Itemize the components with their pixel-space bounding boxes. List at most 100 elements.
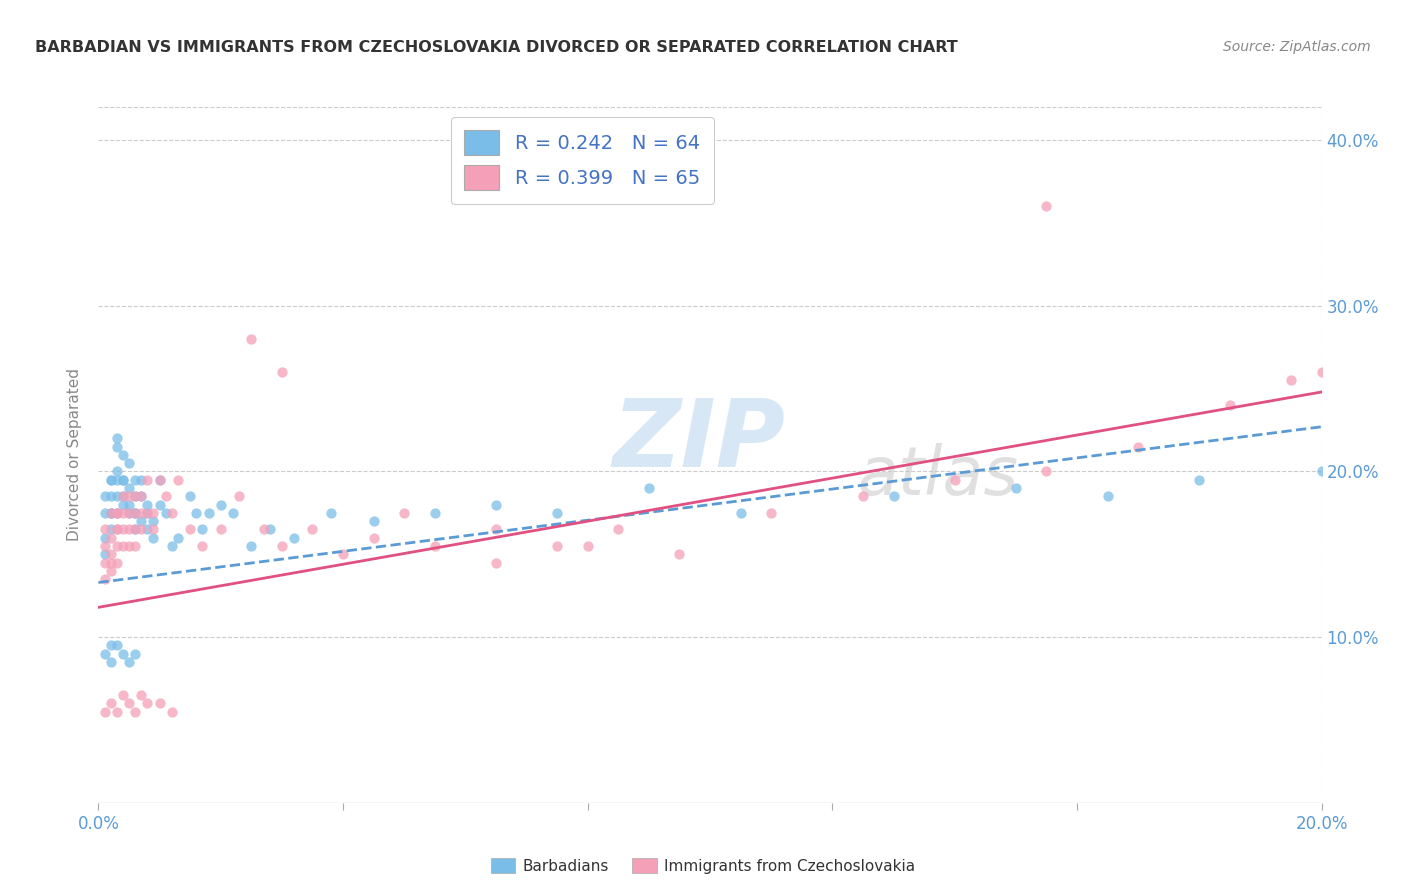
Point	[142, 523, 165, 537]
Point	[142, 514, 165, 528]
Point	[546, 539, 568, 553]
Point	[105, 440, 128, 454]
Point	[118, 489, 141, 503]
Point	[136, 697, 159, 711]
Point	[222, 506, 245, 520]
Point	[124, 506, 146, 520]
Point	[105, 639, 128, 653]
Point	[100, 564, 122, 578]
Point	[160, 506, 183, 520]
Point	[1310, 465, 1333, 479]
Point	[111, 448, 134, 462]
Point	[111, 688, 134, 702]
Point	[129, 523, 152, 537]
Point	[1035, 199, 1057, 213]
Point	[124, 705, 146, 719]
Point	[124, 539, 146, 553]
Point	[129, 489, 152, 503]
Point	[124, 506, 146, 520]
Point	[93, 523, 115, 537]
Point	[270, 365, 292, 379]
Point	[118, 655, 141, 669]
Point	[105, 523, 128, 537]
Point	[1279, 373, 1302, 387]
Point	[668, 547, 690, 561]
Point	[124, 473, 146, 487]
Point	[111, 647, 134, 661]
Point	[730, 506, 752, 520]
Point	[100, 473, 122, 487]
Point	[111, 473, 134, 487]
Point	[100, 697, 122, 711]
Point	[124, 647, 146, 661]
Point	[105, 489, 128, 503]
Point	[124, 523, 146, 537]
Point	[136, 506, 159, 520]
Point	[191, 539, 214, 553]
Point	[118, 498, 141, 512]
Point	[105, 705, 128, 719]
Point	[252, 523, 274, 537]
Point	[111, 473, 134, 487]
Legend: Barbadians, Immigrants from Czechoslovakia: Barbadians, Immigrants from Czechoslovak…	[485, 852, 921, 880]
Point	[118, 506, 141, 520]
Point	[179, 523, 201, 537]
Point	[124, 506, 146, 520]
Point	[100, 531, 122, 545]
Point	[93, 489, 115, 503]
Y-axis label: Divorced or Separated: Divorced or Separated	[67, 368, 83, 541]
Point	[332, 547, 354, 561]
Point	[100, 506, 122, 520]
Point	[167, 531, 190, 545]
Point	[93, 572, 115, 586]
Point	[270, 539, 292, 553]
Point	[93, 705, 115, 719]
Point	[111, 539, 134, 553]
Point	[155, 489, 177, 503]
Point	[93, 547, 115, 561]
Point	[111, 489, 134, 503]
Point	[100, 547, 122, 561]
Text: atlas: atlas	[856, 442, 1018, 508]
Point	[283, 531, 305, 545]
Text: Source: ZipAtlas.com: Source: ZipAtlas.com	[1223, 40, 1371, 54]
Point	[124, 489, 146, 503]
Point	[129, 489, 152, 503]
Point	[1188, 473, 1211, 487]
Point	[136, 473, 159, 487]
Point	[124, 523, 146, 537]
Point	[105, 431, 128, 445]
Point	[637, 481, 661, 495]
Point	[118, 506, 141, 520]
Point	[93, 556, 115, 570]
Point	[111, 523, 134, 537]
Point	[852, 489, 875, 503]
Text: ZIP: ZIP	[612, 395, 785, 487]
Point	[105, 556, 128, 570]
Point	[93, 539, 115, 553]
Point	[319, 506, 342, 520]
Point	[363, 514, 385, 528]
Point	[1310, 365, 1333, 379]
Point	[197, 506, 219, 520]
Point	[93, 647, 115, 661]
Point	[1128, 440, 1150, 454]
Text: BARBADIAN VS IMMIGRANTS FROM CZECHOSLOVAKIA DIVORCED OR SEPARATED CORRELATION CH: BARBADIAN VS IMMIGRANTS FROM CZECHOSLOVA…	[35, 40, 957, 55]
Point	[105, 539, 128, 553]
Point	[129, 506, 152, 520]
Point	[301, 523, 323, 537]
Point	[111, 498, 134, 512]
Point	[1219, 398, 1241, 412]
Point	[546, 506, 568, 520]
Point	[124, 489, 146, 503]
Point	[228, 489, 250, 503]
Point	[485, 556, 508, 570]
Point	[943, 473, 966, 487]
Point	[118, 481, 141, 495]
Point	[100, 506, 122, 520]
Point	[118, 539, 141, 553]
Point	[100, 639, 122, 653]
Point	[883, 489, 905, 503]
Legend: R = 0.242   N = 64, R = 0.399   N = 65: R = 0.242 N = 64, R = 0.399 N = 65	[451, 117, 714, 203]
Point	[136, 498, 159, 512]
